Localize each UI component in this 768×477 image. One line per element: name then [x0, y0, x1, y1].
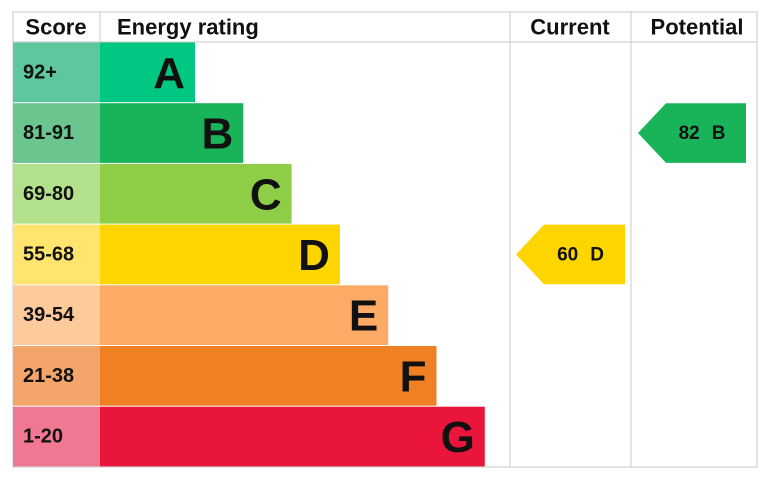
rating-letter: C: [250, 170, 282, 219]
rating-letter: A: [153, 49, 185, 98]
rating-letter: B: [202, 110, 234, 159]
potential-score: 82: [679, 123, 700, 144]
rating-bar: [100, 224, 340, 285]
rating-bar: [100, 103, 244, 163]
score-label: 55-68: [23, 243, 74, 265]
rating-letter: D: [298, 231, 330, 280]
score-cell: [13, 285, 100, 345]
current-label: 60 D: [557, 244, 604, 265]
rating-bar: [100, 406, 485, 467]
header-rating: Energy rating: [117, 15, 259, 40]
rating-letter: F: [400, 352, 427, 401]
rating-bar: [100, 285, 389, 345]
current-score: 60: [557, 244, 578, 265]
score-label: 21-38: [23, 365, 74, 387]
score-cell: [13, 406, 100, 467]
score-label: 92+: [23, 61, 57, 83]
header-score: Score: [25, 15, 86, 40]
potential-arrow: [638, 103, 746, 163]
rating-letter: E: [349, 292, 378, 341]
potential-rating: B: [712, 123, 726, 144]
score-cell: [13, 346, 100, 406]
rating-bar: [100, 346, 437, 406]
score-label: 81-91: [23, 122, 74, 144]
current-arrow: [516, 224, 625, 285]
score-label: 69-80: [23, 183, 74, 205]
current-rating: D: [590, 244, 604, 265]
potential-label: 82 B: [679, 123, 726, 144]
score-label: 1-20: [23, 426, 63, 448]
rating-bar: [100, 42, 195, 103]
rating-bar: [100, 163, 292, 224]
score-cell: [13, 42, 100, 103]
score-label: 39-54: [23, 304, 75, 326]
score-cell: [13, 103, 100, 163]
score-cell: [13, 163, 100, 224]
header-current: Current: [530, 15, 610, 40]
header-potential: Potential: [651, 15, 744, 40]
score-cell: [13, 224, 100, 285]
rating-letter: G: [441, 413, 475, 462]
